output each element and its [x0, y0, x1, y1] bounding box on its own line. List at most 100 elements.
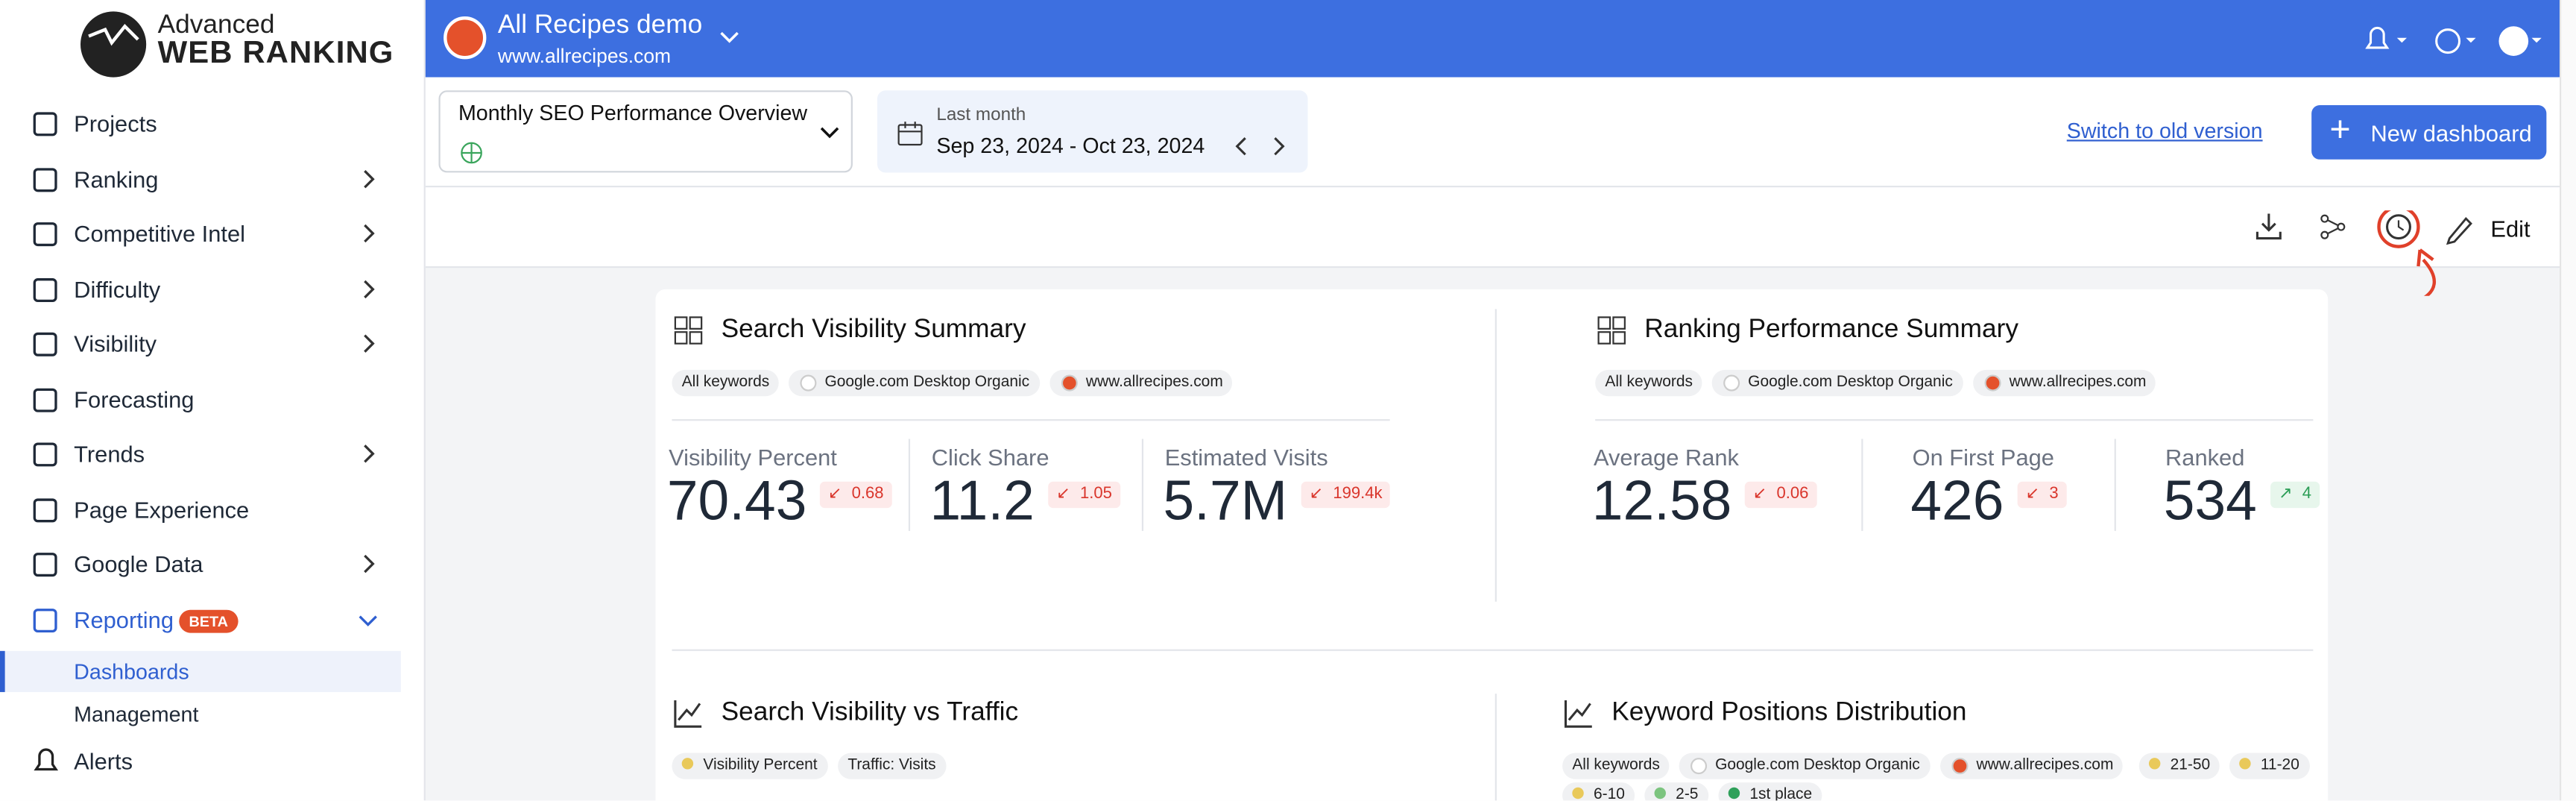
sidebar: Advanced WEB RANKING Projects Ranking Comp… — [0, 0, 426, 801]
widget-icon — [1597, 316, 1626, 345]
trend-arrow: ↙ — [827, 485, 842, 503]
legend-label: Traffic: Visits — [847, 756, 936, 775]
active-row — [0, 650, 401, 692]
nav-item[interactable]: Google Data — [74, 550, 203, 577]
legend-swatch — [2239, 758, 2251, 770]
logo-text: Advanced — [157, 11, 275, 40]
date-arrows[interactable] — [1235, 136, 1285, 156]
widget-title: Search Visibility Summary — [721, 315, 1026, 344]
chevron[interactable] — [719, 30, 739, 46]
project-name[interactable]: All Recipes demo — [497, 11, 703, 40]
metric-value: 12.58 — [1591, 470, 1732, 533]
change-value: 199.4k — [1333, 485, 1383, 503]
change-badge: ↙ 199.4k — [1301, 481, 1391, 509]
legend-swatch — [681, 758, 694, 770]
trend-arrow: ↙ — [1752, 485, 1767, 503]
project-url: www.allrecipes.com — [497, 44, 672, 68]
metric-label: Estimated Visits — [1164, 444, 1328, 471]
filter-tag: www.allrecipes.com — [1973, 369, 2156, 397]
nav-item[interactable]: Reporting — [74, 606, 174, 633]
legend-item: Traffic: Visits — [838, 753, 946, 779]
nav-icon — [33, 609, 57, 633]
nav-item[interactable]: Trends — [74, 440, 145, 467]
tag-icon — [1951, 758, 1969, 775]
legend-label: 2-5 — [1676, 785, 1699, 801]
calendar-icon — [897, 122, 923, 146]
divider — [1861, 439, 1863, 531]
change-value: 3 — [2049, 485, 2059, 503]
project-avatar — [443, 16, 487, 60]
filter-tag: www.allrecipes.com — [1940, 753, 2124, 779]
top-bar: All Recipes demo www.allrecipes.com — [425, 0, 2560, 78]
divider — [1595, 419, 2314, 421]
nav-icon — [33, 553, 57, 577]
change-value: 4 — [2302, 485, 2312, 503]
new-dashboard-button[interactable]: + New dashboard — [2311, 105, 2547, 160]
logo-icon — [80, 11, 147, 78]
nav-item[interactable]: Visibility — [74, 330, 157, 357]
nav-item[interactable]: Projects — [74, 110, 157, 136]
nav-item[interactable]: Competitive Intel — [74, 220, 246, 247]
metric-label: On First Page — [1912, 444, 2054, 471]
tag-icon — [800, 374, 817, 392]
dashboard-select[interactable]: Monthly SEO Performance Overview — [438, 90, 853, 173]
change-value: 0.68 — [851, 485, 884, 503]
action-icons[interactable] — [2253, 210, 2576, 296]
legend-label: 1st place — [1749, 785, 1813, 801]
beta-badge: BETA — [179, 609, 239, 633]
nav-subitem[interactable]: Management — [74, 702, 199, 727]
header-icons[interactable] — [2361, 25, 2542, 57]
nav-item[interactable]: Alerts — [74, 747, 133, 775]
legend-item: 1st place — [1718, 782, 1822, 801]
change-badge: ↗ 4 — [2270, 481, 2320, 509]
metric-value: 70.43 — [666, 470, 807, 533]
change-value: 0.06 — [1776, 485, 1809, 503]
widget-title: Keyword Positions Distribution — [1611, 698, 1967, 727]
filter-tag: www.allrecipes.com — [1049, 369, 1234, 397]
dashboard-name: Monthly SEO Performance Overview — [458, 100, 808, 125]
globe-icon — [461, 142, 482, 164]
metric-value: 5.7M — [1163, 470, 1288, 533]
legend-item: 6-10 — [1562, 782, 1635, 801]
legend-label: 21-50 — [2170, 756, 2211, 775]
edit-label[interactable]: Edit — [2490, 215, 2531, 242]
filter-tag: All keywords — [672, 369, 780, 397]
nav-icon — [33, 498, 57, 523]
divider — [672, 649, 2314, 651]
nav-icon — [33, 112, 57, 136]
legend-swatch — [2148, 758, 2161, 770]
nav-item[interactable]: Difficulty — [74, 276, 161, 303]
dashboard-card: Search Visibility Summary All keywords Goo… — [655, 289, 2329, 801]
filter-tag: Google.com Desktop Organic — [788, 369, 1040, 397]
chevron — [359, 615, 377, 626]
widget-icon — [674, 700, 702, 728]
legend-item: 21-50 — [2138, 753, 2220, 779]
widget-title: Ranking Performance Summary — [1644, 315, 2019, 344]
metric-value: 534 — [2163, 470, 2257, 533]
chevron — [820, 127, 839, 139]
trend-arrow: ↙ — [2025, 485, 2040, 503]
change-badge: ↙ 3 — [2017, 481, 2067, 509]
chevron — [364, 224, 375, 243]
trend-arrow: ↙ — [1309, 485, 1324, 503]
date-picker[interactable]: Last month Sep 23, 2024 - Oct 23, 2024 — [877, 90, 1308, 173]
nav-icon — [33, 442, 57, 467]
chevron — [364, 554, 375, 574]
nav-icon — [33, 168, 57, 192]
tag-icon — [1690, 758, 1708, 775]
metric-label: Click Share — [931, 444, 1049, 471]
tag-icon — [1061, 374, 1078, 392]
old-version-link[interactable]: Switch to old version — [2066, 118, 2263, 143]
nav-subitem[interactable]: Dashboards — [74, 659, 189, 684]
nav-item[interactable]: Ranking — [74, 166, 159, 192]
metric-label: Average Rank — [1593, 444, 1739, 471]
nav-item[interactable]: Page Experience — [74, 496, 250, 523]
metric-label: Ranked — [2165, 444, 2245, 471]
legend-item: 11-20 — [2229, 753, 2310, 779]
widget-icon — [1564, 700, 1592, 728]
divider — [1141, 439, 1144, 531]
logo-text: WEB RANKING — [157, 36, 394, 71]
nav-item[interactable]: Forecasting — [74, 386, 195, 413]
legend-label: 11-20 — [2260, 756, 2299, 775]
